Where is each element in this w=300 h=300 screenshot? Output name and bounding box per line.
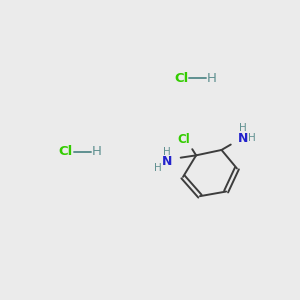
- Text: N: N: [162, 155, 172, 168]
- Text: H: H: [239, 123, 247, 134]
- Text: H: H: [163, 147, 171, 157]
- Text: H: H: [92, 145, 101, 158]
- Text: N: N: [238, 132, 248, 145]
- Text: Cl: Cl: [177, 134, 190, 146]
- Text: Cl: Cl: [174, 72, 188, 85]
- Text: H: H: [248, 134, 256, 143]
- Text: Cl: Cl: [59, 145, 73, 158]
- Text: H: H: [207, 72, 217, 85]
- Text: H: H: [154, 163, 162, 173]
